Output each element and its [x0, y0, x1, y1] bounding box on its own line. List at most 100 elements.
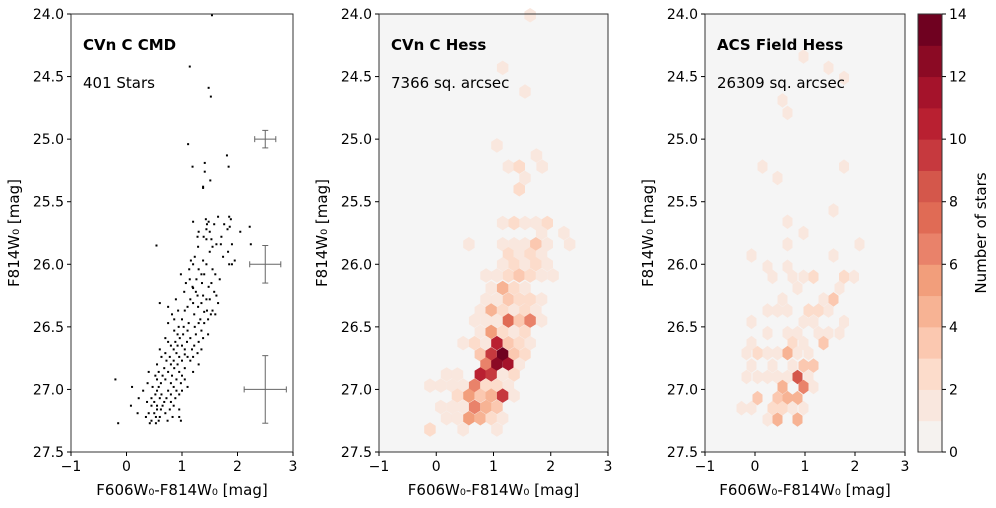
star-point [158, 348, 161, 351]
hex-bin [508, 347, 520, 362]
star-point [136, 412, 139, 415]
hex-bin [508, 257, 520, 272]
x-axis-label: F606W₀-F814W₀ [mag] [408, 481, 579, 499]
hex-bin [818, 335, 829, 351]
star-point [167, 340, 170, 343]
star-point [171, 313, 174, 316]
star-point [183, 367, 186, 370]
panel-title: CVn C Hess [391, 36, 486, 54]
hex-bin [530, 257, 542, 272]
star-point [186, 305, 189, 308]
star-point [175, 352, 178, 355]
star-point [173, 318, 176, 321]
star-point [175, 378, 178, 381]
x-tick-label: 3 [901, 459, 910, 475]
star-point [146, 400, 149, 403]
star-point [176, 333, 179, 336]
hex-bin [772, 170, 783, 186]
star-point [165, 359, 168, 362]
star-point [207, 318, 210, 321]
star-point [249, 243, 252, 246]
star-point [197, 305, 200, 308]
colorbar-tick-label: 14 [949, 7, 967, 23]
star-point [200, 302, 203, 305]
star-point [200, 282, 203, 285]
star-point [174, 298, 177, 301]
panel-1: −1 0 1 2 3 24.0 24.5 25.0 25.5 26.0 26.5 27.0 27.5 F6… [5, 7, 297, 499]
hex-bin [541, 237, 553, 252]
star-point [192, 263, 195, 266]
star-point [142, 389, 145, 392]
hex-bin [468, 378, 481, 393]
star-point [227, 165, 230, 168]
colorbar-tick-label: 12 [949, 70, 967, 86]
hex-bin [496, 215, 509, 231]
colorbar-band [918, 139, 942, 171]
hex-bin [480, 292, 492, 307]
colorbar-band [918, 170, 942, 203]
hex-bin [798, 335, 809, 351]
y-tick-label: 27.5 [341, 445, 372, 461]
hex-bin [541, 257, 553, 272]
hex-bin [502, 292, 515, 307]
hex-bin [736, 400, 747, 416]
star-point [168, 355, 171, 358]
hex-bin [530, 237, 542, 252]
hex-bin [762, 345, 773, 361]
hex-bin [485, 367, 497, 382]
hex-bin [530, 148, 543, 163]
hex-bin [798, 379, 809, 395]
star-point [203, 322, 206, 325]
star-point [163, 400, 166, 403]
x-tick-label: 0 [122, 459, 131, 475]
star-point [174, 397, 177, 400]
star-point [202, 337, 205, 340]
hex-bin [746, 358, 757, 373]
star-point [219, 243, 222, 246]
hex-bin [792, 280, 803, 296]
hex-bin [798, 225, 809, 241]
y-tick-label: 25.0 [341, 132, 372, 148]
hex-bin [496, 347, 509, 362]
hex-bin [440, 411, 453, 426]
plot-area [71, 14, 293, 452]
star-point [208, 250, 211, 253]
hex-bin [813, 303, 824, 318]
colorbar-tick-label: 8 [949, 195, 958, 211]
hex-bin [491, 138, 503, 153]
hex-bin [451, 411, 464, 426]
star-point [210, 14, 213, 17]
star-point [229, 218, 232, 221]
star-point [164, 412, 167, 415]
star-point [147, 370, 150, 373]
error-bar [254, 129, 277, 149]
star-point [177, 309, 180, 312]
hex-bin [839, 269, 849, 285]
star-point [168, 408, 171, 411]
y-tick-label: 25.5 [667, 195, 698, 211]
hex-bin [536, 159, 548, 174]
star-point [181, 374, 183, 377]
data-layer [736, 49, 865, 427]
star-point [154, 374, 157, 377]
star-point [181, 344, 183, 347]
star-point [197, 340, 200, 343]
hex-bin [508, 388, 520, 403]
star-point [202, 186, 205, 189]
star-point [157, 419, 160, 422]
hex-bin [496, 257, 509, 272]
star-point [189, 359, 192, 362]
star-point [196, 235, 199, 238]
star-point [169, 382, 172, 385]
hex-bin [782, 390, 793, 406]
star-point [178, 337, 181, 340]
error-bar [243, 355, 287, 424]
star-point [158, 397, 161, 400]
hex-bin [491, 268, 503, 283]
colorbar-band [918, 45, 942, 78]
star-point [202, 294, 205, 297]
y-tick-label: 27.0 [667, 382, 698, 398]
star-point [199, 318, 202, 321]
star-point [215, 294, 218, 297]
